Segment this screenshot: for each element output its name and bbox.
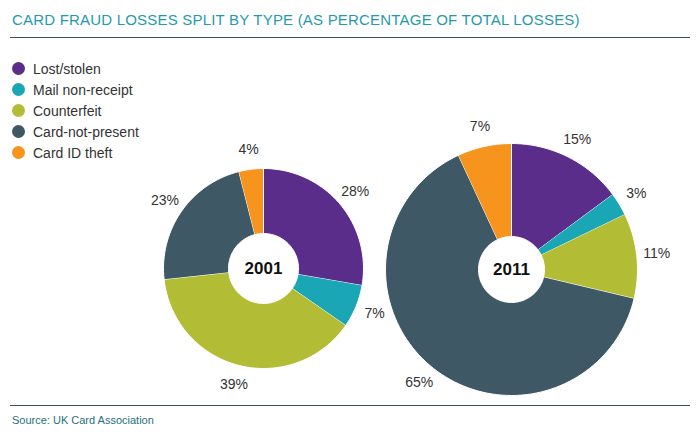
svg-text:4%: 4% (238, 141, 258, 157)
svg-text:15%: 15% (563, 131, 591, 147)
svg-text:28%: 28% (341, 183, 369, 199)
html-text:Card ID theft: Card ID theft (33, 144, 113, 161)
svg-text:7%: 7% (470, 118, 490, 134)
svg-text:7%: 7% (364, 305, 384, 321)
svg-text:65%: 65% (405, 374, 433, 390)
svg-text:2011: 2011 (493, 260, 530, 279)
svg-text:11%: 11% (643, 245, 670, 261)
svg-text:39%: 39% (220, 376, 248, 392)
svg-text:23%: 23% (151, 192, 179, 208)
html-text:CARD FRAUD LOSSES SPLIT BY TYP: CARD FRAUD LOSSES SPLIT BY TYPE (AS PERC… (12, 11, 580, 28)
html-text:Lost/stolen: Lost/stolen (33, 60, 101, 77)
svg-text:2001: 2001 (245, 259, 283, 278)
html-text:Counterfeit: Counterfeit (33, 102, 102, 119)
html-text:Card-not-present: Card-not-present (33, 123, 139, 140)
html-text:Mail non-receipt: Mail non-receipt (33, 81, 133, 98)
html-text:Source: UK Card Association: Source: UK Card Association (12, 414, 154, 426)
svg-text:3%: 3% (626, 185, 646, 201)
